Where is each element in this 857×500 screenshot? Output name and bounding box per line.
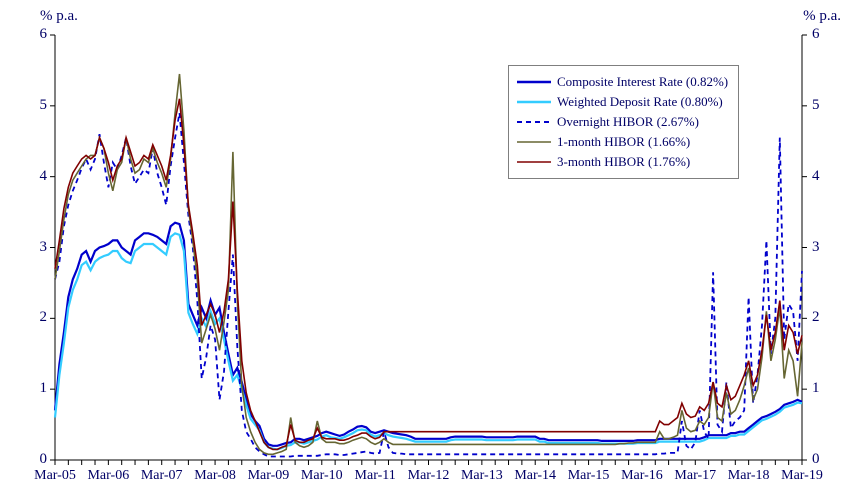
x-tick-label: Mar-15 bbox=[568, 468, 610, 484]
x-tick-label: Mar-10 bbox=[301, 468, 343, 484]
x-tick-label: Mar-11 bbox=[355, 468, 396, 484]
x-tick-label: Mar-09 bbox=[248, 468, 290, 484]
x-tick-label: Mar-12 bbox=[408, 468, 450, 484]
y-tick-label: 6 bbox=[17, 26, 47, 43]
x-tick-label: Mar-19 bbox=[781, 468, 823, 484]
y-tick-label: 1 bbox=[17, 380, 47, 397]
legend-label: Composite Interest Rate (0.82%) bbox=[557, 74, 728, 90]
chart-container: % p.a. % p.a. Composite Interest Rate (0… bbox=[0, 0, 857, 500]
x-tick-label: Mar-08 bbox=[194, 468, 236, 484]
y-tick-label: 0 bbox=[17, 451, 47, 468]
y-tick-label-right: 1 bbox=[812, 380, 842, 397]
legend-label: Weighted Deposit Rate (0.80%) bbox=[557, 94, 723, 110]
y-tick-label: 3 bbox=[17, 239, 47, 256]
legend-swatch bbox=[517, 75, 551, 89]
y-tick-label-right: 3 bbox=[812, 239, 842, 256]
legend-label: 1-month HIBOR (1.66%) bbox=[557, 134, 690, 150]
legend-item: 1-month HIBOR (1.66%) bbox=[517, 132, 728, 152]
y-tick-label: 2 bbox=[17, 309, 47, 326]
legend-swatch bbox=[517, 155, 551, 169]
series-line bbox=[55, 223, 802, 446]
legend-item: Weighted Deposit Rate (0.80%) bbox=[517, 92, 728, 112]
y-tick-label-right: 0 bbox=[812, 451, 842, 468]
legend-swatch bbox=[517, 135, 551, 149]
legend-item: 3-month HIBOR (1.76%) bbox=[517, 152, 728, 172]
y-tick-label-right: 4 bbox=[812, 168, 842, 185]
legend-label: 3-month HIBOR (1.76%) bbox=[557, 154, 690, 170]
legend-item: Composite Interest Rate (0.82%) bbox=[517, 72, 728, 92]
legend-item: Overnight HIBOR (2.67%) bbox=[517, 112, 728, 132]
y-tick-label-right: 2 bbox=[812, 309, 842, 326]
x-tick-label: Mar-17 bbox=[674, 468, 716, 484]
y-tick-label-right: 6 bbox=[812, 26, 842, 43]
y-axis-label-left: % p.a. bbox=[40, 8, 78, 25]
x-tick-label: Mar-07 bbox=[141, 468, 183, 484]
x-tick-label: Mar-16 bbox=[621, 468, 663, 484]
x-tick-label: Mar-13 bbox=[461, 468, 503, 484]
x-tick-label: Mar-05 bbox=[34, 468, 76, 484]
y-axis-label-right: % p.a. bbox=[803, 8, 841, 25]
y-tick-label: 5 bbox=[17, 97, 47, 114]
legend-swatch bbox=[517, 115, 551, 129]
x-tick-label: Mar-14 bbox=[514, 468, 556, 484]
legend-label: Overnight HIBOR (2.67%) bbox=[557, 114, 699, 130]
y-tick-label: 4 bbox=[17, 168, 47, 185]
x-tick-label: Mar-18 bbox=[728, 468, 770, 484]
y-tick-label-right: 5 bbox=[812, 97, 842, 114]
x-tick-label: Mar-06 bbox=[87, 468, 129, 484]
legend-swatch bbox=[517, 95, 551, 109]
legend: Composite Interest Rate (0.82%) Weighted … bbox=[508, 65, 739, 179]
